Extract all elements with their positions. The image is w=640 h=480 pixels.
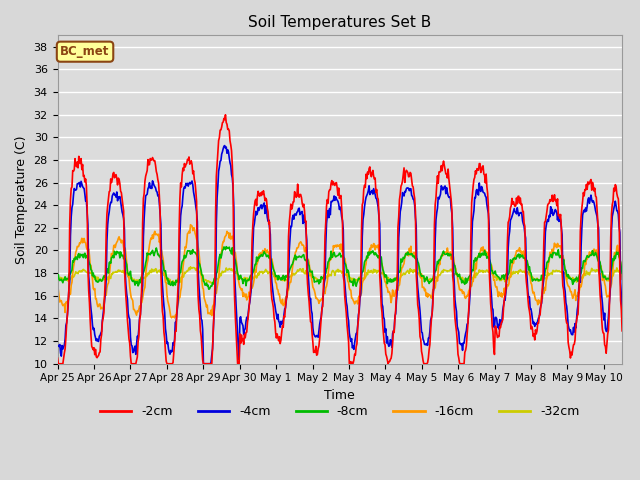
Legend: -2cm, -4cm, -8cm, -16cm, -32cm: -2cm, -4cm, -8cm, -16cm, -32cm (95, 400, 584, 423)
Title: Soil Temperatures Set B: Soil Temperatures Set B (248, 15, 431, 30)
X-axis label: Time: Time (324, 389, 355, 402)
Y-axis label: Soil Temperature (C): Soil Temperature (C) (15, 135, 28, 264)
Text: BC_met: BC_met (60, 45, 109, 58)
